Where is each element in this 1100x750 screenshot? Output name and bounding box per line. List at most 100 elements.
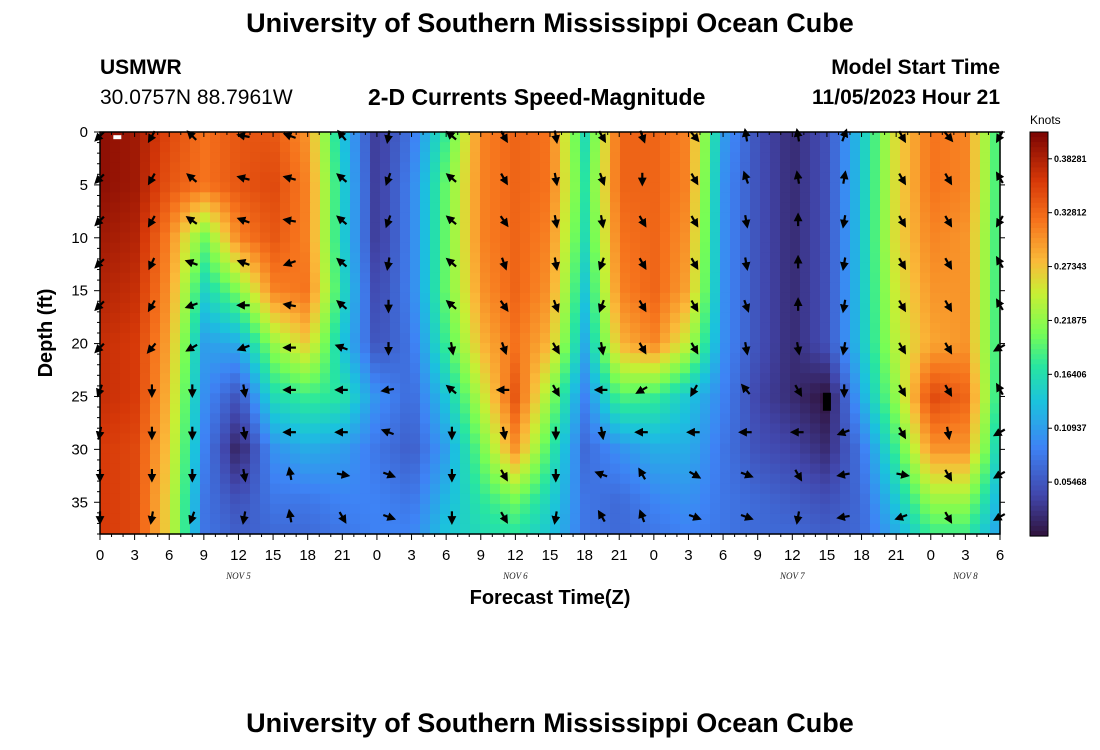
heatmap-cell <box>630 242 641 254</box>
heatmap-cell <box>840 202 851 213</box>
heatmap-cell <box>530 413 541 425</box>
heatmap-cell <box>250 172 261 183</box>
heatmap-cell <box>620 473 631 485</box>
heatmap-cell <box>710 172 721 183</box>
heatmap-cell <box>100 262 111 274</box>
current-vector-arrow <box>793 384 803 397</box>
heatmap-cell <box>220 383 231 394</box>
heatmap-cell <box>190 152 201 163</box>
heatmap-cell <box>420 373 431 384</box>
heatmap-cell <box>560 423 571 435</box>
heatmap-cell <box>830 383 841 394</box>
heatmap-cell <box>210 393 221 404</box>
heatmap-cell <box>440 322 451 334</box>
colorbar-segment <box>1030 485 1048 492</box>
heatmap-cell <box>850 292 861 304</box>
x-tick-label: 6 <box>996 547 1004 564</box>
heatmap-cell <box>620 443 631 455</box>
heatmap-cell <box>940 463 951 475</box>
heatmap-cell <box>290 322 301 334</box>
heatmap-cell <box>460 292 471 304</box>
heatmap-cell <box>350 222 361 234</box>
heatmap-cell <box>330 262 341 274</box>
heatmap-cell <box>940 192 951 203</box>
x-axis: 0 3 6 9 12 15 18 21 0 3 6 9 12 15 18 21 0 3 6 9 12 15 18 21 0 3 6N… <box>96 132 1004 581</box>
heatmap-cell <box>930 433 941 445</box>
heatmap-cell <box>790 272 801 284</box>
colorbar-segment <box>1030 520 1048 527</box>
heatmap-cell <box>480 182 491 193</box>
heatmap-cell <box>600 282 611 294</box>
heatmap-cell <box>130 202 141 213</box>
heatmap-cell <box>890 192 901 203</box>
heatmap-cell <box>680 333 691 344</box>
heatmap-cell <box>290 433 301 445</box>
heatmap-cell <box>630 152 641 163</box>
heatmap-cell <box>340 242 351 254</box>
heatmap-cell <box>350 212 361 224</box>
heatmap-cell <box>640 333 651 344</box>
heatmap-cell <box>880 353 891 364</box>
heatmap-cell <box>500 463 511 475</box>
heatmap-cell <box>560 523 571 535</box>
heatmap-cell <box>310 272 321 284</box>
heatmap-cell <box>360 262 371 274</box>
heatmap-cell <box>660 393 671 404</box>
heatmap-cell <box>640 322 651 334</box>
heatmap-cell <box>770 453 781 465</box>
heatmap-cell <box>180 363 191 374</box>
heatmap-cell <box>670 222 681 234</box>
heatmap-cell <box>430 503 441 515</box>
heatmap-cell <box>120 272 131 284</box>
heatmap-cell <box>230 383 241 394</box>
heatmap-cell <box>290 272 301 284</box>
heatmap-cell <box>260 393 271 404</box>
heatmap-cell <box>380 333 391 344</box>
heatmap-cell <box>490 192 501 203</box>
heatmap-cell <box>770 282 781 294</box>
heatmap-cell <box>150 252 161 264</box>
heatmap-cell <box>130 242 141 254</box>
heatmap-cell <box>320 192 331 203</box>
colorbar-segment <box>1030 450 1048 456</box>
heatmap-cell <box>310 373 321 384</box>
heatmap-cell <box>890 503 901 515</box>
heatmap-cell <box>430 222 441 234</box>
heatmap-cell <box>340 292 351 304</box>
heatmap-cell <box>410 483 421 495</box>
heatmap-cell <box>900 252 911 264</box>
heatmap-cell <box>670 142 681 153</box>
heatmap-cell <box>420 513 431 525</box>
heatmap-cell <box>580 503 591 515</box>
current-vector-arrow <box>638 342 647 355</box>
heatmap-cell <box>260 312 271 324</box>
heatmap-cell <box>880 242 891 254</box>
heatmap-cell <box>840 322 851 334</box>
heatmap-cell <box>900 192 911 203</box>
heatmap-cell <box>650 192 661 203</box>
heatmap-cell <box>340 152 351 163</box>
heatmap-cell <box>990 523 1001 535</box>
heatmap-cell <box>700 152 711 163</box>
heatmap-cell <box>770 463 781 475</box>
colorbar-segment <box>1030 510 1048 517</box>
heatmap-cell <box>750 322 761 334</box>
heatmap-cell <box>430 312 441 324</box>
heatmap-cell <box>950 182 961 193</box>
heatmap-cell <box>200 353 211 364</box>
colorbar-segment <box>1030 505 1048 512</box>
heatmap-cell <box>120 343 131 354</box>
heatmap-cell <box>580 262 591 274</box>
heatmap-cell <box>610 363 621 374</box>
heatmap-cell <box>680 152 691 163</box>
heatmap-cell <box>860 142 871 153</box>
heatmap-cell <box>680 322 691 334</box>
heatmap-cell <box>130 363 141 374</box>
heatmap-cell <box>510 232 521 244</box>
heatmap-cell <box>730 493 741 505</box>
heatmap-cell <box>180 172 191 183</box>
heatmap-cell <box>860 383 871 394</box>
heatmap-cell <box>750 393 761 404</box>
heatmap-cell <box>870 503 881 515</box>
heatmap-cell <box>600 463 611 475</box>
